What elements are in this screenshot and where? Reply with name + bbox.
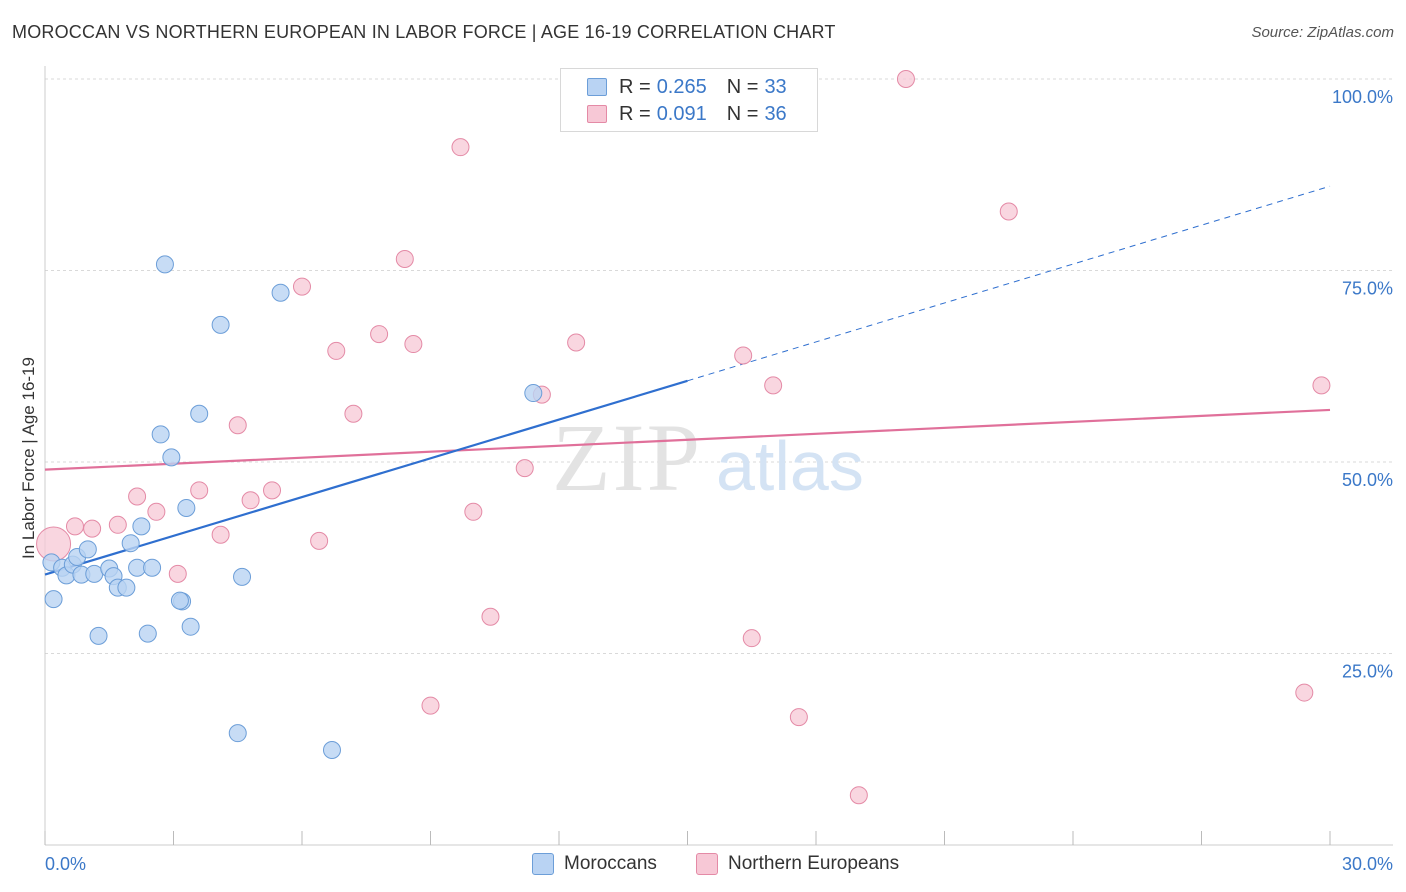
point-northern-europeans [734, 346, 753, 365]
point-northern-europeans [481, 607, 500, 626]
trend-lines [44, 185, 1331, 576]
legend-row-moroccans: R = 0.265 N = 33 [587, 75, 787, 99]
point-northern-europeans [742, 629, 761, 648]
point-northern-europeans [228, 416, 247, 435]
bottom-legend-label-moroccans: Moroccans [564, 853, 657, 874]
point-northern-europeans [344, 404, 363, 423]
point-moroccans [322, 741, 341, 760]
point-moroccans [170, 591, 189, 610]
legend-r-label: R = [619, 102, 651, 125]
point-moroccans [78, 540, 97, 559]
point-northern-europeans [168, 564, 187, 583]
legend-swatch-moroccans [587, 78, 607, 96]
moroccans-points [42, 255, 543, 760]
point-northern-europeans [789, 708, 808, 727]
point-northern-europeans [451, 138, 470, 157]
point-moroccans [132, 517, 151, 536]
point-northern-europeans [999, 202, 1018, 221]
y-tick-label: 75.0% [1342, 279, 1393, 299]
point-northern-europeans [83, 519, 102, 538]
point-moroccans [44, 590, 63, 609]
point-moroccans [117, 578, 136, 597]
point-northern-europeans [849, 786, 868, 805]
point-northern-europeans [241, 491, 260, 510]
y-axis-label: In Labor Force | Age 16-19 [19, 357, 38, 559]
point-northern-europeans [108, 515, 127, 534]
y-tick-label: 100.0% [1332, 87, 1393, 107]
northern-europeans-points [36, 70, 1331, 805]
point-northern-europeans [896, 70, 915, 88]
point-moroccans [85, 564, 104, 583]
point-northern-europeans [395, 250, 414, 269]
y-tick-label: 50.0% [1342, 470, 1393, 490]
trend-line-northern-europeans [44, 408, 1331, 471]
point-moroccans [271, 283, 290, 302]
legend-n-value: 33 [764, 75, 787, 98]
source-label: Source: ZipAtlas.com [1251, 24, 1394, 41]
trend-line-moroccans-extension [687, 185, 1331, 382]
bottom-legend-moroccans: Moroccans [532, 852, 657, 876]
point-northern-europeans [1295, 683, 1314, 702]
point-northern-europeans [293, 277, 311, 296]
point-moroccans [233, 567, 252, 586]
watermark-atlas: atlas [716, 427, 864, 505]
watermark: ZIP atlas [552, 404, 864, 511]
point-moroccans [151, 425, 170, 444]
bottom-legend-northern-europeans: Northern Europeans [696, 852, 899, 876]
point-moroccans [228, 724, 247, 743]
legend-r-value: 0.091 [656, 102, 707, 125]
legend-n-label: N = [726, 102, 759, 125]
point-moroccans [190, 404, 209, 423]
legend-row-northern-europeans: R = 0.091 N = 36 [587, 102, 787, 126]
trend-line-moroccans [44, 379, 688, 576]
point-moroccans [138, 624, 157, 643]
point-northern-europeans [327, 341, 346, 360]
bottom-legend-swatch-moroccans [532, 853, 554, 875]
legend-n-value: 36 [764, 102, 787, 125]
point-moroccans [177, 498, 196, 517]
stats-legend: R = 0.265 N = 33 R = 0.091 N = 36 [560, 68, 818, 132]
chart-title: MOROCCAN VS NORTHERN EUROPEAN IN LABOR F… [12, 22, 836, 42]
x-tick-label: 30.0% [1342, 854, 1393, 874]
point-northern-europeans [263, 481, 282, 500]
point-moroccans [89, 626, 108, 645]
point-northern-europeans [65, 517, 84, 536]
point-northern-europeans [464, 502, 483, 521]
y-tick-label: 25.0% [1342, 662, 1393, 682]
bottom-legend-swatch-northern-europeans [696, 853, 718, 875]
bottom-legend-label-northern-europeans: Northern Europeans [728, 853, 900, 874]
legend-r-label: R = [619, 75, 651, 98]
point-northern-europeans [764, 376, 783, 395]
point-moroccans [155, 255, 174, 274]
x-tick-label: 0.0% [45, 854, 86, 874]
legend-n-label: N = [726, 75, 759, 98]
point-northern-europeans [211, 525, 230, 544]
point-northern-europeans [1312, 376, 1331, 395]
point-moroccans [121, 534, 140, 553]
point-northern-europeans [567, 333, 586, 352]
point-northern-europeans [404, 335, 423, 354]
point-moroccans [181, 617, 200, 636]
watermark-zip: ZIP [552, 404, 702, 511]
legend-r-value: 0.265 [656, 75, 707, 98]
y-tick-labels: 100.0% 75.0% 50.0% 25.0% [1332, 87, 1393, 682]
point-moroccans [162, 448, 181, 467]
point-northern-europeans [310, 531, 329, 550]
gridlines [45, 78, 1393, 654]
legend-swatch-northern-europeans [587, 105, 607, 123]
point-northern-europeans [128, 487, 147, 506]
point-northern-europeans [190, 481, 209, 500]
point-northern-europeans [370, 325, 389, 344]
point-moroccans [524, 384, 543, 403]
point-northern-europeans [515, 459, 534, 478]
point-moroccans [128, 558, 147, 577]
point-moroccans [211, 315, 230, 334]
point-moroccans [143, 558, 162, 577]
x-tick-labels: 0.0% 30.0% [45, 854, 1393, 874]
point-northern-europeans [147, 502, 166, 521]
axes [44, 66, 1393, 846]
point-northern-europeans [421, 696, 440, 715]
